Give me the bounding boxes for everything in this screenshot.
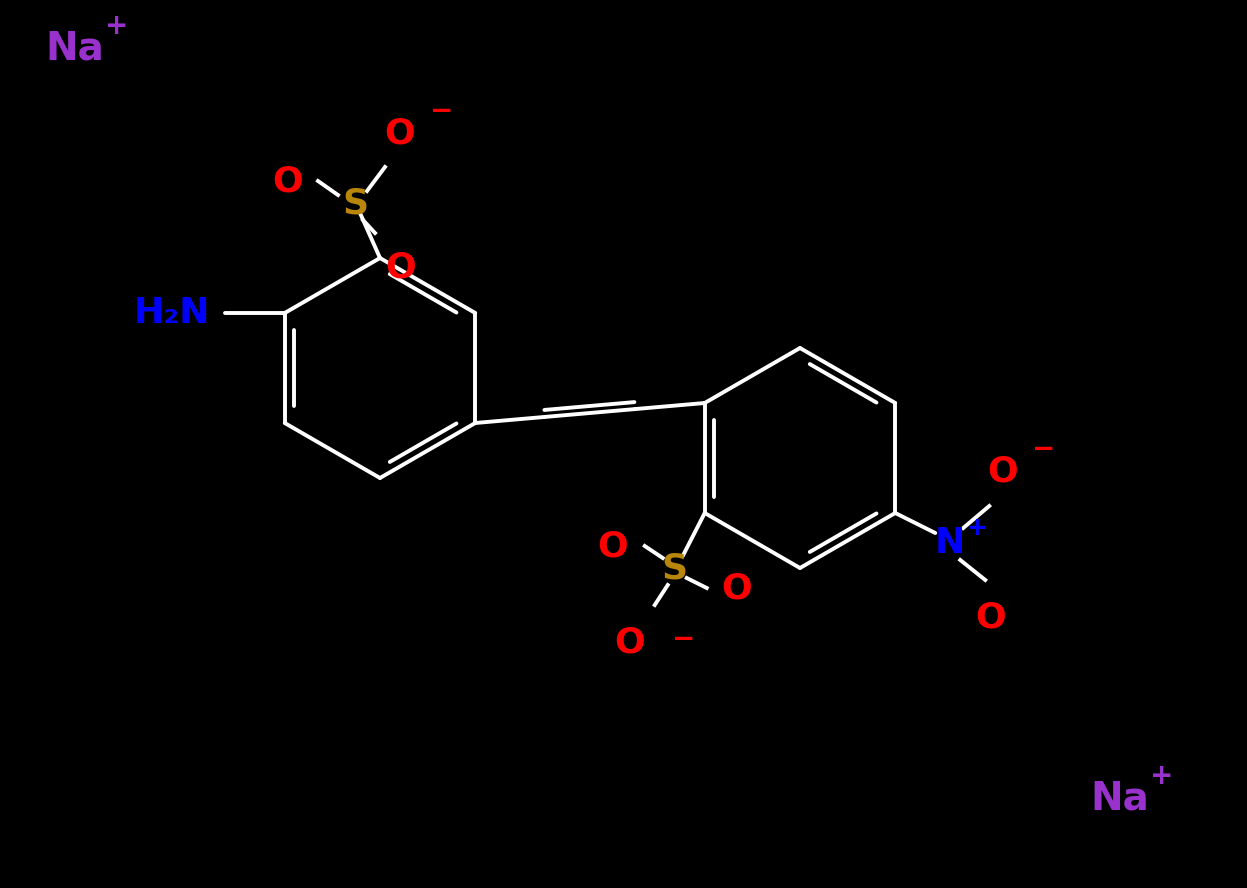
Text: O: O	[986, 454, 1018, 488]
Text: −: −	[430, 97, 453, 125]
Text: +: +	[966, 516, 988, 540]
Text: O: O	[384, 116, 415, 150]
Text: S: S	[342, 186, 368, 220]
Text: Na: Na	[1090, 779, 1148, 817]
Text: O: O	[614, 625, 645, 659]
Text: S: S	[662, 551, 688, 585]
Text: O: O	[385, 250, 415, 284]
Text: −: −	[672, 625, 695, 653]
Text: O: O	[597, 529, 627, 563]
Text: Na: Na	[45, 29, 104, 67]
Text: +: +	[105, 12, 128, 40]
Text: O: O	[272, 164, 303, 198]
Text: +: +	[1150, 762, 1173, 790]
Text: −: −	[1033, 435, 1055, 463]
Text: H₂N: H₂N	[133, 296, 209, 330]
Text: N: N	[935, 526, 965, 560]
Text: O: O	[975, 600, 1005, 634]
Text: O: O	[722, 571, 752, 605]
